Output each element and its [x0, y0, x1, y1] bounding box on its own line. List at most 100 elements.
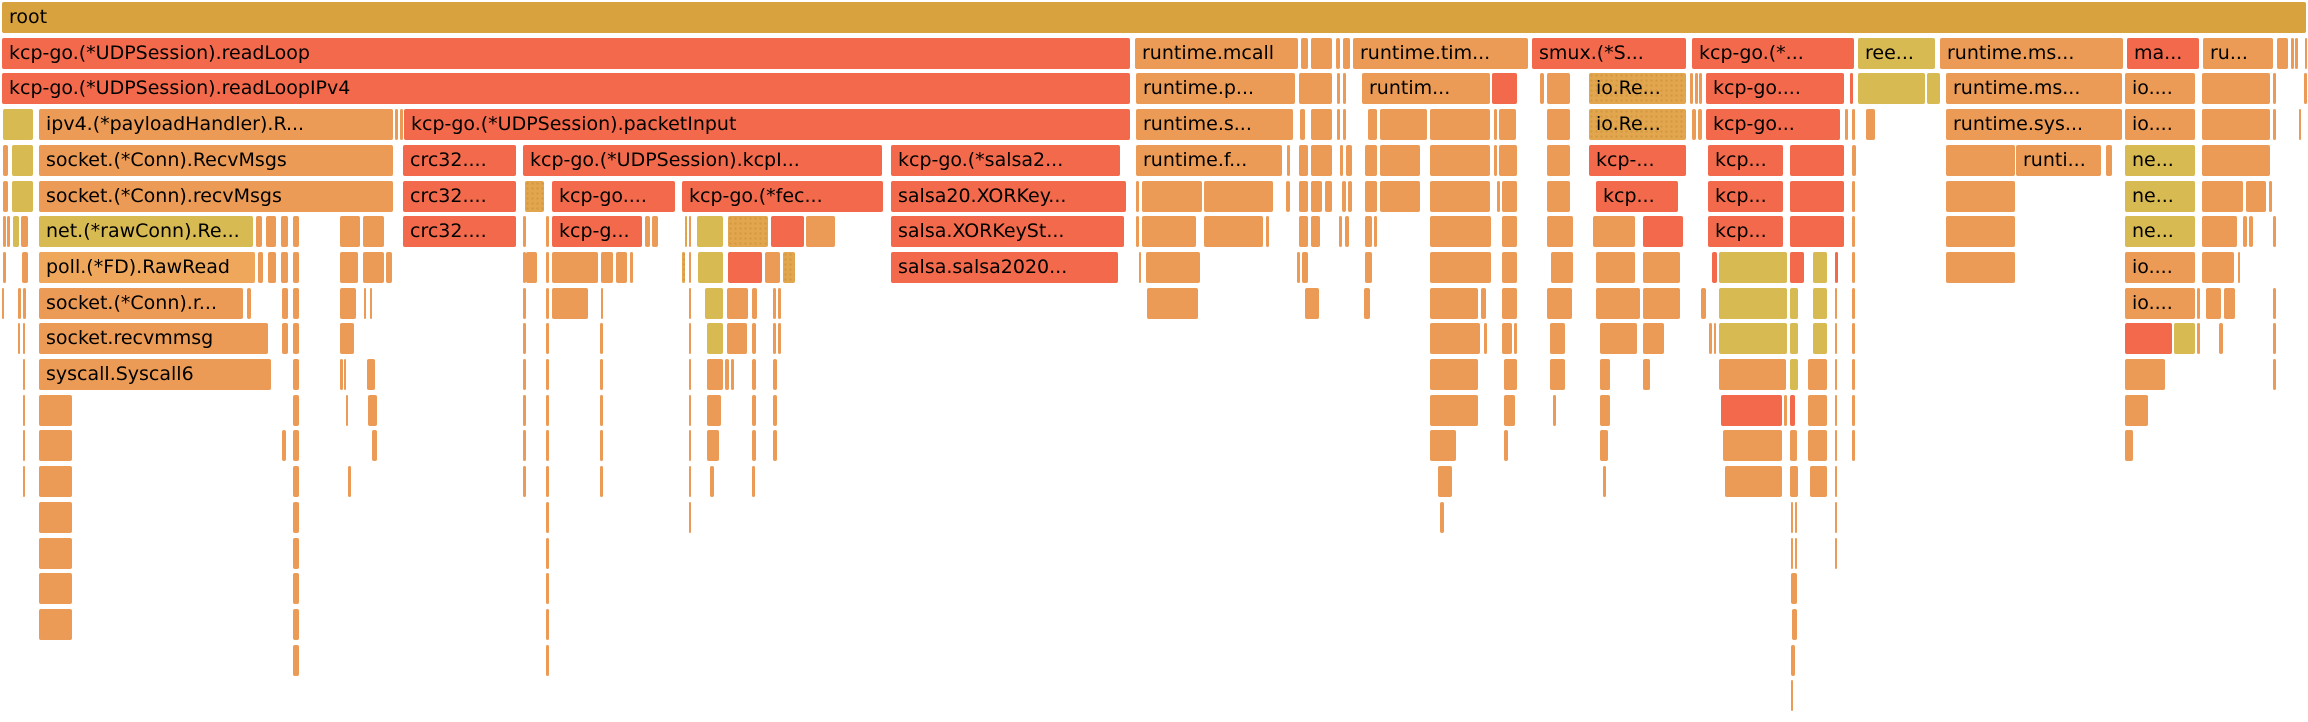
- frame[interactable]: [3, 109, 33, 140]
- frame[interactable]: [2304, 73, 2307, 104]
- frame-kcp-go[interactable]: kcp-go....: [1706, 73, 1844, 104]
- frame[interactable]: [2202, 252, 2234, 283]
- frame[interactable]: [727, 288, 748, 319]
- frame[interactable]: [12, 145, 33, 176]
- frame[interactable]: [1790, 395, 1795, 426]
- frame-salsa-xorkeyst[interactable]: salsa.XORKeySt...: [891, 216, 1124, 247]
- frame[interactable]: [22, 252, 28, 283]
- frame[interactable]: [386, 252, 392, 283]
- frame[interactable]: [546, 573, 549, 604]
- frame[interactable]: [728, 252, 762, 283]
- frame-net-rawconn-re[interactable]: net.(*rawConn).Re...: [39, 216, 253, 247]
- frame[interactable]: [1852, 216, 1855, 247]
- frame[interactable]: [340, 323, 354, 354]
- frame-smux-s[interactable]: smux.(*S...: [1532, 38, 1686, 69]
- frame[interactable]: [1790, 288, 1798, 319]
- frame[interactable]: [1813, 288, 1827, 319]
- frame[interactable]: [773, 430, 777, 461]
- frame[interactable]: [1380, 145, 1420, 176]
- frame[interactable]: [546, 252, 549, 283]
- frame-root[interactable]: root: [2, 2, 2306, 33]
- frame[interactable]: [1813, 252, 1827, 283]
- frame[interactable]: [1852, 145, 1856, 176]
- frame[interactable]: [1481, 288, 1486, 319]
- frame-runtime-ms[interactable]: runtime.ms...: [1946, 73, 2122, 104]
- frame[interactable]: [1497, 181, 1500, 212]
- frame[interactable]: [728, 216, 768, 247]
- frame[interactable]: [2125, 395, 2148, 426]
- frame[interactable]: [1136, 216, 1139, 247]
- frame[interactable]: [1698, 109, 1702, 140]
- frame-kcp-go-udpsession-readloopipv4[interactable]: kcp-go.(*UDPSession).readLoopIPv4: [2, 73, 1130, 104]
- frame[interactable]: [1494, 109, 1497, 140]
- frame-io[interactable]: io....: [2125, 252, 2195, 283]
- frame[interactable]: [281, 252, 288, 283]
- frame[interactable]: [2273, 288, 2276, 319]
- frame[interactable]: [600, 359, 603, 390]
- frame[interactable]: [282, 430, 286, 461]
- frame[interactable]: [546, 359, 549, 390]
- frame-ree[interactable]: ree...: [1858, 38, 1935, 69]
- frame[interactable]: [348, 466, 351, 497]
- frame[interactable]: [1852, 359, 1855, 390]
- frame-io[interactable]: io....: [2125, 288, 2195, 319]
- frame[interactable]: [682, 252, 685, 283]
- frame[interactable]: [23, 395, 25, 426]
- frame[interactable]: [1430, 252, 1491, 283]
- frame[interactable]: [293, 252, 299, 283]
- frame[interactable]: [13, 216, 19, 247]
- frame[interactable]: [346, 395, 348, 426]
- frame-kcp[interactable]: kcp...: [1708, 181, 1783, 212]
- frame-ma[interactable]: ma...: [2127, 38, 2199, 69]
- frame[interactable]: [689, 430, 691, 461]
- frame[interactable]: [1299, 145, 1308, 176]
- frame[interactable]: [601, 252, 613, 283]
- frame[interactable]: [1504, 430, 1508, 461]
- frame[interactable]: [773, 359, 777, 390]
- frame-socket-recvmmsg[interactable]: socket.recvmmsg: [39, 323, 268, 354]
- frame-io-re[interactable]: io.Re...: [1589, 73, 1686, 104]
- frame[interactable]: [1299, 73, 1332, 104]
- frame[interactable]: [2238, 252, 2240, 283]
- frame[interactable]: [1835, 288, 1837, 319]
- frame[interactable]: [12, 181, 33, 212]
- frame[interactable]: [1300, 109, 1305, 140]
- frame[interactable]: [2246, 181, 2266, 212]
- frame[interactable]: [2243, 216, 2247, 247]
- frame[interactable]: [1540, 73, 1544, 104]
- frame[interactable]: [752, 395, 756, 426]
- frame-kcp[interactable]: kcp-...: [1589, 145, 1686, 176]
- frame[interactable]: [2202, 216, 2237, 247]
- frame[interactable]: [1852, 323, 1855, 354]
- frame[interactable]: [1643, 216, 1683, 247]
- frame[interactable]: [1430, 216, 1491, 247]
- frame[interactable]: [1301, 38, 1308, 69]
- frame[interactable]: [293, 430, 299, 461]
- frame[interactable]: [1790, 145, 1844, 176]
- frame-kcp-go[interactable]: kcp-go....: [552, 181, 675, 212]
- frame[interactable]: [2202, 73, 2270, 104]
- frame[interactable]: [727, 323, 747, 354]
- frame-crc32[interactable]: crc32....: [403, 181, 516, 212]
- frame[interactable]: [39, 466, 72, 497]
- frame[interactable]: [364, 288, 366, 319]
- frame[interactable]: [2, 288, 4, 319]
- frame[interactable]: [1791, 538, 1793, 569]
- frame[interactable]: [601, 288, 603, 319]
- frame[interactable]: [39, 395, 72, 426]
- frame[interactable]: [525, 181, 544, 212]
- frame[interactable]: [1790, 466, 1798, 497]
- frame[interactable]: [1339, 216, 1342, 247]
- frame[interactable]: [616, 252, 627, 283]
- frame[interactable]: [256, 216, 262, 247]
- frame[interactable]: [1502, 288, 1517, 319]
- frame[interactable]: [1494, 145, 1497, 176]
- frame[interactable]: [1380, 181, 1420, 212]
- frame[interactable]: [2202, 109, 2270, 140]
- frame[interactable]: [3, 252, 6, 283]
- frame[interactable]: [2273, 323, 2276, 354]
- frame[interactable]: [1784, 395, 1787, 426]
- frame[interactable]: [552, 288, 588, 319]
- frame[interactable]: [773, 395, 777, 426]
- frame[interactable]: [2219, 323, 2223, 354]
